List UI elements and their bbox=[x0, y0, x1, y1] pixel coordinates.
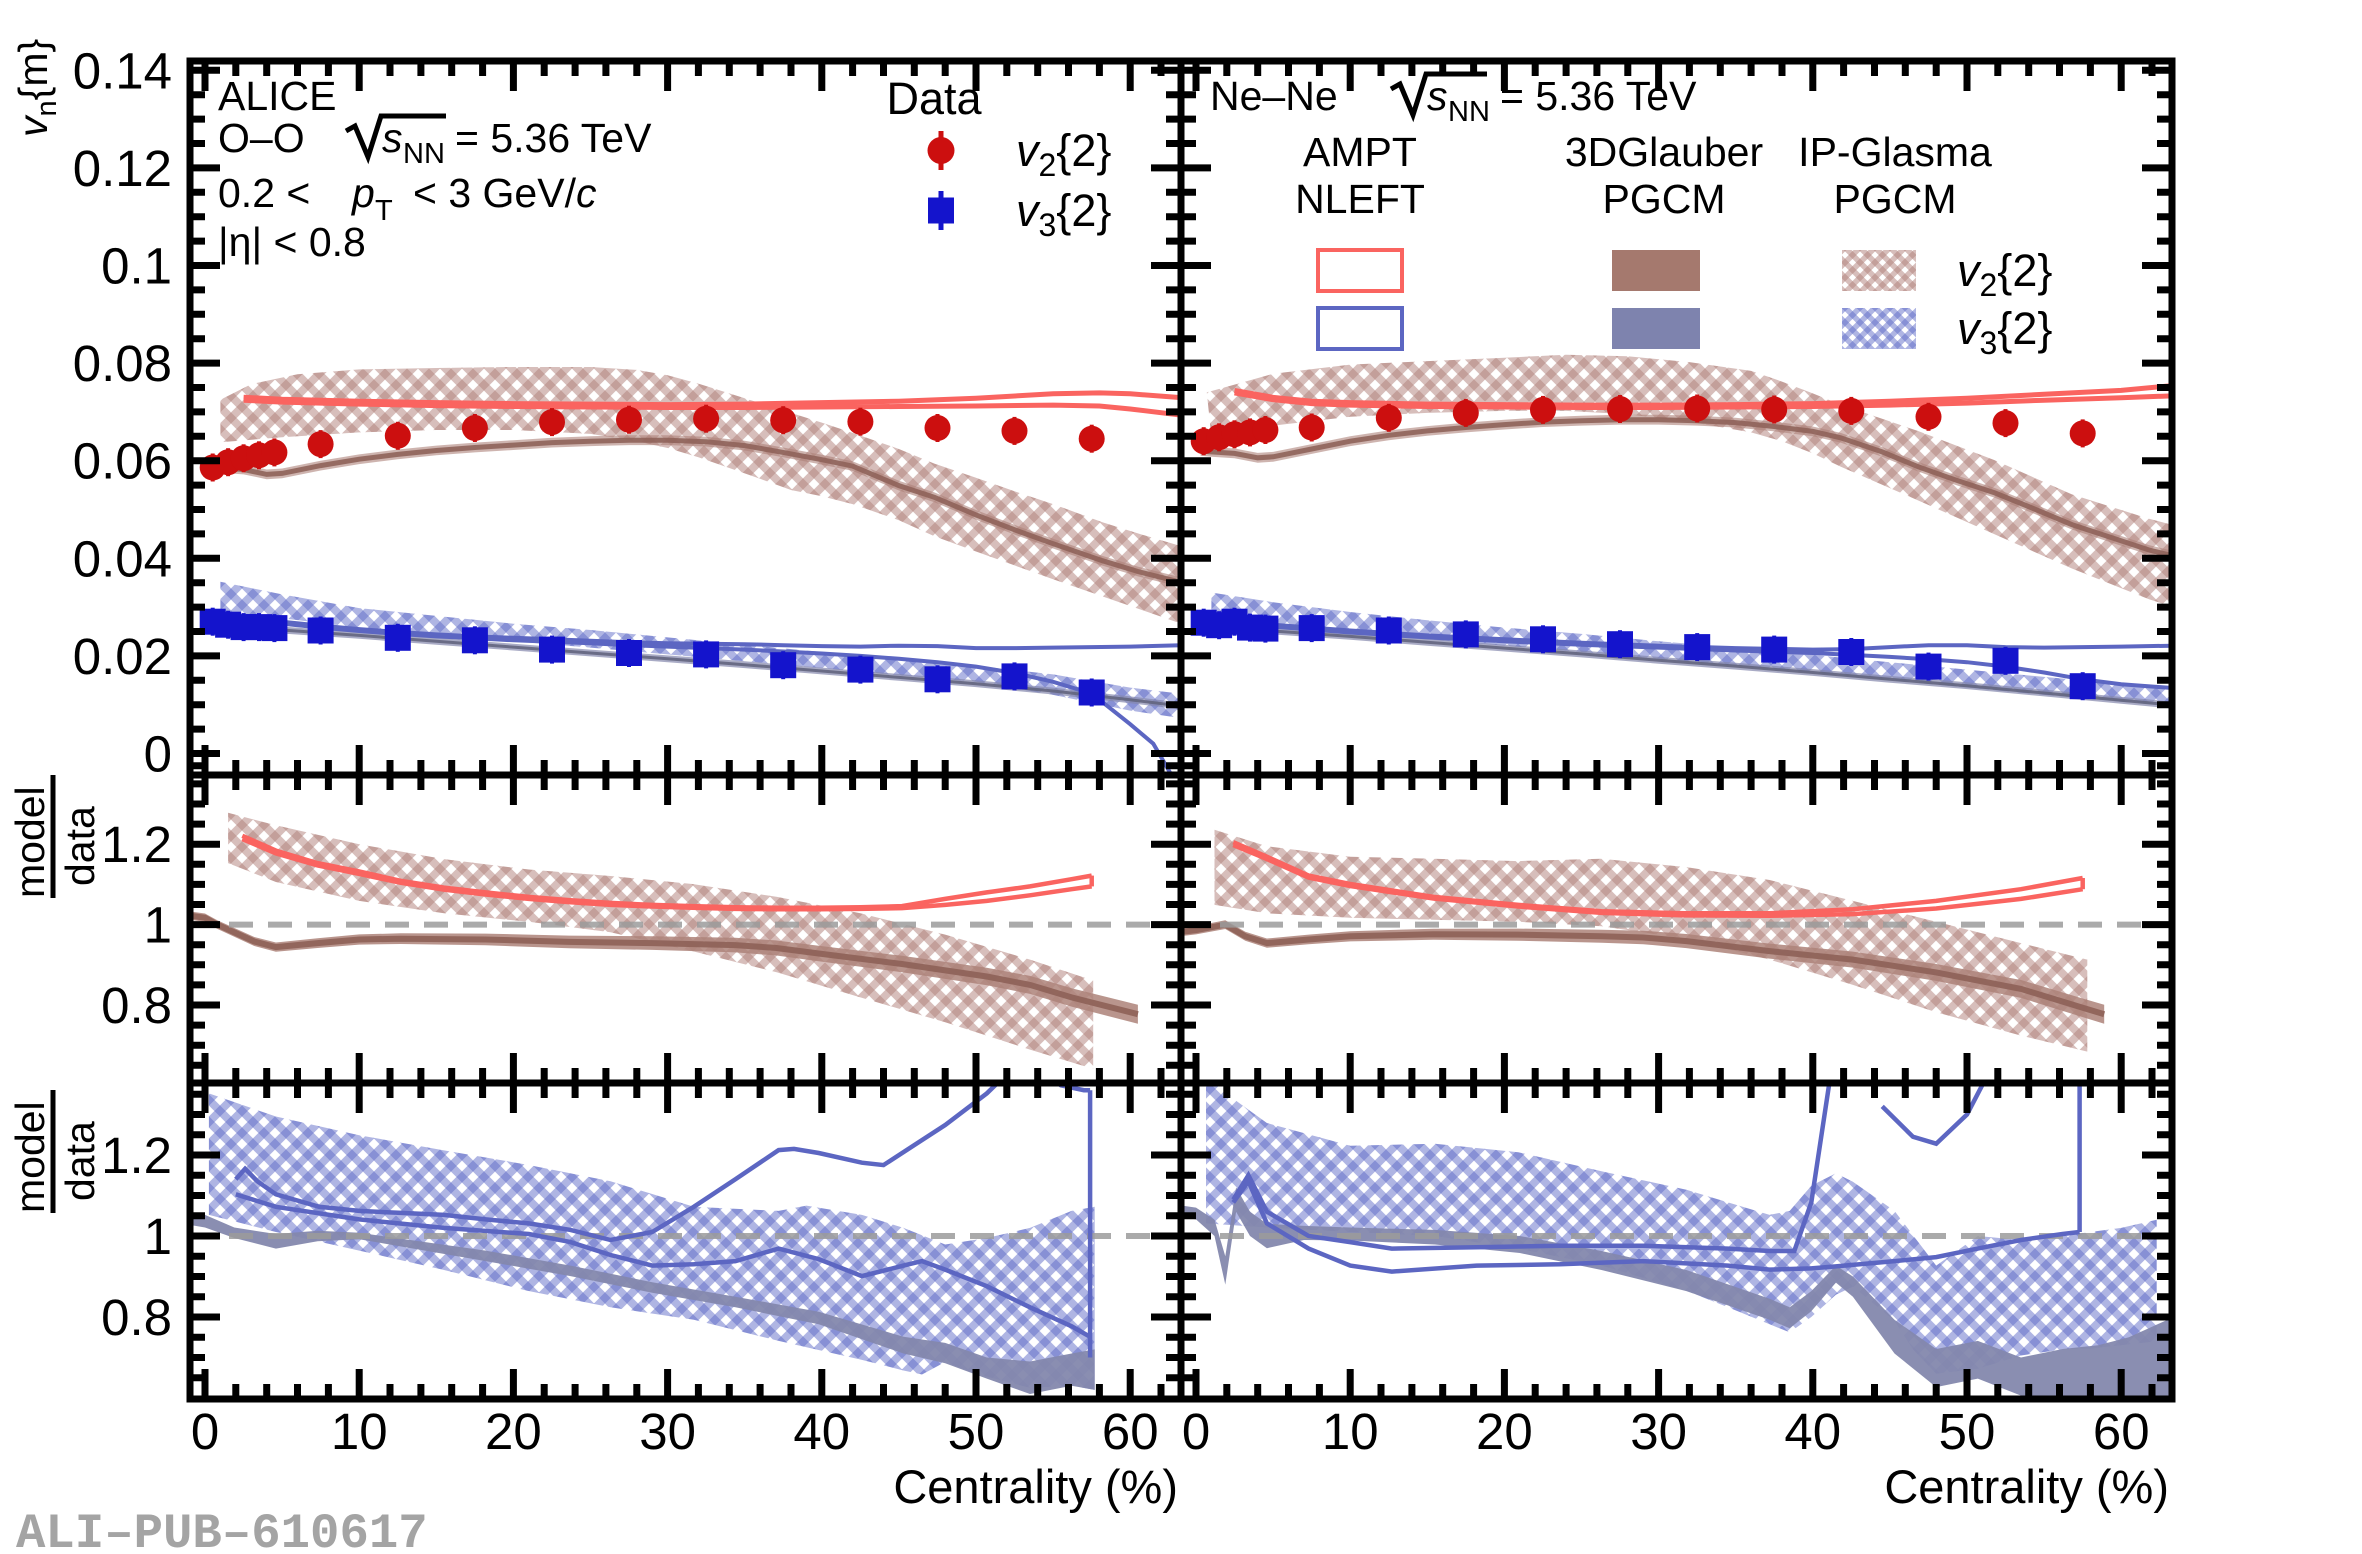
svg-text:= 5.36 TeV: = 5.36 TeV bbox=[455, 115, 652, 161]
svg-text:IP-Glasma: IP-Glasma bbox=[1798, 129, 1992, 175]
svg-text:|η| < 0.8: |η| < 0.8 bbox=[218, 219, 366, 265]
svg-text:AMPT: AMPT bbox=[1303, 129, 1417, 175]
svg-text:20: 20 bbox=[485, 1403, 542, 1460]
svg-text:model: model bbox=[7, 786, 53, 898]
svg-text:s: s bbox=[1427, 73, 1448, 119]
svg-text:data: data bbox=[57, 1121, 103, 1201]
svg-text:= 5.36 TeV: = 5.36 TeV bbox=[1500, 73, 1697, 119]
svg-text:40: 40 bbox=[793, 1403, 850, 1460]
svg-text:20: 20 bbox=[1476, 1403, 1533, 1460]
svg-text:Centrality (%): Centrality (%) bbox=[893, 1460, 1178, 1513]
svg-text:v2{2}: v2{2} bbox=[1957, 245, 2052, 303]
svg-text:0.06: 0.06 bbox=[73, 433, 172, 490]
svg-text:0.2 <: 0.2 < bbox=[218, 170, 310, 216]
svg-text:< 3 GeV/c: < 3 GeV/c bbox=[413, 170, 597, 216]
svg-text:p: p bbox=[350, 170, 375, 216]
svg-text:50: 50 bbox=[948, 1403, 1005, 1460]
svg-text:Ne–Ne: Ne–Ne bbox=[1210, 73, 1338, 119]
svg-text:v3{2}: v3{2} bbox=[1957, 303, 2052, 361]
svg-text:ALI–PUB–610617: ALI–PUB–610617 bbox=[16, 1506, 428, 1554]
svg-text:model: model bbox=[7, 1101, 53, 1213]
svg-text:s: s bbox=[382, 115, 403, 161]
svg-text:60: 60 bbox=[1102, 1403, 1159, 1460]
svg-text:0.8: 0.8 bbox=[101, 977, 172, 1034]
svg-text:0: 0 bbox=[191, 1403, 219, 1460]
svg-text:0.04: 0.04 bbox=[73, 530, 172, 587]
svg-text:0: 0 bbox=[144, 726, 172, 783]
svg-text:0.12: 0.12 bbox=[73, 140, 172, 197]
svg-text:v2{2}: v2{2} bbox=[1016, 125, 1111, 183]
svg-text:40: 40 bbox=[1784, 1403, 1841, 1460]
svg-text:0: 0 bbox=[1182, 1403, 1210, 1460]
svg-text:PGCM: PGCM bbox=[1603, 176, 1726, 222]
svg-text:10: 10 bbox=[1322, 1403, 1379, 1460]
svg-text:0.8: 0.8 bbox=[101, 1289, 172, 1346]
svg-text:0.02: 0.02 bbox=[73, 628, 172, 685]
svg-text:60: 60 bbox=[2093, 1403, 2150, 1460]
svg-text:data: data bbox=[57, 806, 103, 886]
svg-text:0.08: 0.08 bbox=[73, 335, 172, 392]
svg-text:NN: NN bbox=[403, 138, 445, 170]
svg-text:Centrality (%): Centrality (%) bbox=[1884, 1460, 2169, 1513]
svg-text:NN: NN bbox=[1448, 96, 1490, 128]
svg-text:1.2: 1.2 bbox=[101, 816, 172, 873]
svg-text:1: 1 bbox=[144, 1208, 172, 1265]
svg-text:NLEFT: NLEFT bbox=[1295, 176, 1425, 222]
svg-text:0.1: 0.1 bbox=[101, 238, 172, 295]
svg-text:v3{2}: v3{2} bbox=[1016, 185, 1111, 243]
svg-text:T: T bbox=[375, 195, 393, 227]
svg-text:10: 10 bbox=[331, 1403, 388, 1460]
svg-text:3DGlauber: 3DGlauber bbox=[1565, 129, 1763, 175]
svg-text:PGCM: PGCM bbox=[1834, 176, 1957, 222]
svg-text:1: 1 bbox=[144, 897, 172, 954]
svg-text:30: 30 bbox=[1630, 1403, 1687, 1460]
svg-text:vn{m}: vn{m} bbox=[10, 39, 63, 137]
svg-text:0.14: 0.14 bbox=[73, 42, 172, 99]
svg-text:Data: Data bbox=[886, 73, 982, 124]
svg-text:O–O: O–O bbox=[218, 115, 305, 161]
svg-text:50: 50 bbox=[1939, 1403, 1996, 1460]
svg-text:ALICE: ALICE bbox=[218, 73, 337, 119]
svg-text:1.2: 1.2 bbox=[101, 1127, 172, 1184]
svg-text:30: 30 bbox=[639, 1403, 696, 1460]
